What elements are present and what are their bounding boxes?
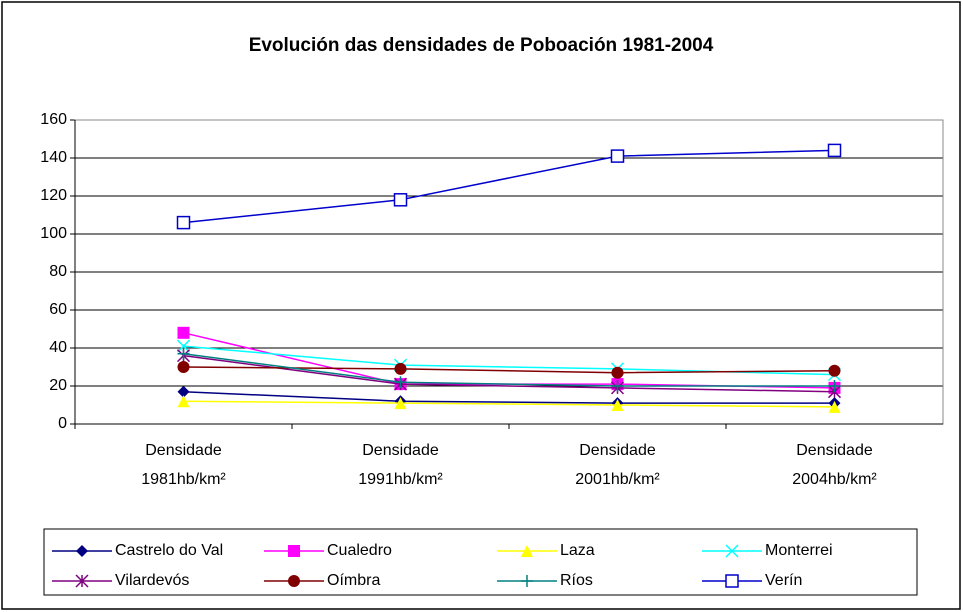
series-line bbox=[183, 149, 835, 224]
marker-shape bbox=[611, 399, 624, 411]
marker bbox=[177, 326, 190, 339]
marker bbox=[611, 380, 624, 392]
marker-shape bbox=[394, 376, 407, 389]
y-tick-label: 160 bbox=[40, 111, 67, 128]
marker-shape bbox=[176, 339, 191, 353]
marker bbox=[394, 362, 407, 375]
x-tick-label: Densidade 1981hb/km² bbox=[141, 442, 226, 488]
marker bbox=[521, 545, 533, 557]
marker bbox=[725, 544, 739, 558]
y-tick-label: 100 bbox=[40, 225, 67, 242]
marker-shape bbox=[177, 385, 190, 398]
marker-shape bbox=[394, 397, 407, 410]
x-tick-label: Densidade 1991hb/km² bbox=[358, 442, 443, 488]
series-line bbox=[183, 390, 835, 404]
marker bbox=[288, 575, 300, 587]
marker-shape bbox=[177, 395, 190, 408]
marker bbox=[176, 339, 191, 353]
marker-shape bbox=[828, 380, 841, 392]
marker bbox=[828, 380, 841, 392]
marker-shape bbox=[828, 400, 841, 413]
legend-label: Verín bbox=[765, 572, 802, 589]
marker-shape bbox=[288, 545, 300, 557]
marker bbox=[610, 149, 625, 163]
marker bbox=[176, 215, 191, 230]
marker-shape bbox=[75, 574, 89, 588]
marker-shape bbox=[76, 545, 88, 557]
marker-shape bbox=[176, 215, 191, 230]
legend-label: Oímbra bbox=[327, 572, 380, 589]
legend-label: Monterrei bbox=[765, 542, 833, 559]
marker bbox=[393, 193, 408, 207]
marker bbox=[611, 366, 624, 379]
marker bbox=[521, 575, 533, 587]
legend-label: Cualedro bbox=[327, 542, 392, 559]
marker-shape bbox=[610, 149, 625, 163]
chart-title: Evolución das densidades de Poboación 19… bbox=[249, 35, 714, 56]
marker bbox=[725, 574, 739, 588]
marker bbox=[76, 545, 88, 557]
legend-label: Castrelo do Val bbox=[115, 542, 223, 559]
marker-shape bbox=[177, 361, 190, 373]
x-tick-label: Densidade 2001hb/km² bbox=[575, 442, 660, 488]
marker bbox=[828, 364, 841, 377]
y-tick-label: 0 bbox=[58, 415, 67, 432]
marker bbox=[177, 395, 190, 408]
marker-shape bbox=[288, 575, 300, 587]
marker-shape bbox=[827, 143, 842, 158]
series-line bbox=[183, 354, 835, 393]
marker-shape bbox=[177, 326, 190, 339]
legend-label: Laza bbox=[560, 542, 595, 559]
y-tick-label: 120 bbox=[40, 187, 67, 204]
marker-shape bbox=[725, 574, 739, 588]
marker-shape bbox=[521, 575, 533, 587]
legend-label: Vilardevós bbox=[115, 572, 189, 589]
y-tick-label: 20 bbox=[49, 377, 67, 394]
y-tick-label: 140 bbox=[40, 149, 67, 166]
marker bbox=[394, 397, 407, 410]
marker bbox=[177, 347, 190, 360]
marker bbox=[827, 143, 842, 158]
y-tick-label: 80 bbox=[49, 263, 67, 280]
marker-shape bbox=[725, 544, 739, 558]
marker-shape bbox=[611, 366, 624, 379]
marker-shape bbox=[393, 193, 408, 207]
marker-shape bbox=[611, 380, 624, 392]
marker bbox=[177, 385, 190, 398]
y-tick-label: 40 bbox=[49, 339, 67, 356]
series-line bbox=[183, 400, 835, 408]
marker-shape bbox=[177, 347, 190, 360]
marker bbox=[394, 376, 407, 389]
marker bbox=[75, 574, 89, 588]
legend-label: Ríos bbox=[560, 572, 593, 589]
legend-box bbox=[43, 528, 918, 596]
marker-shape bbox=[394, 362, 407, 375]
marker-shape bbox=[521, 545, 533, 557]
marker bbox=[177, 361, 190, 373]
marker-shape bbox=[828, 364, 841, 377]
marker bbox=[828, 400, 841, 413]
marker bbox=[288, 545, 300, 557]
marker bbox=[611, 399, 624, 411]
x-tick-label: Densidade 2004hb/km² bbox=[792, 442, 877, 488]
y-tick-label: 60 bbox=[49, 301, 67, 318]
series-line bbox=[183, 352, 835, 387]
